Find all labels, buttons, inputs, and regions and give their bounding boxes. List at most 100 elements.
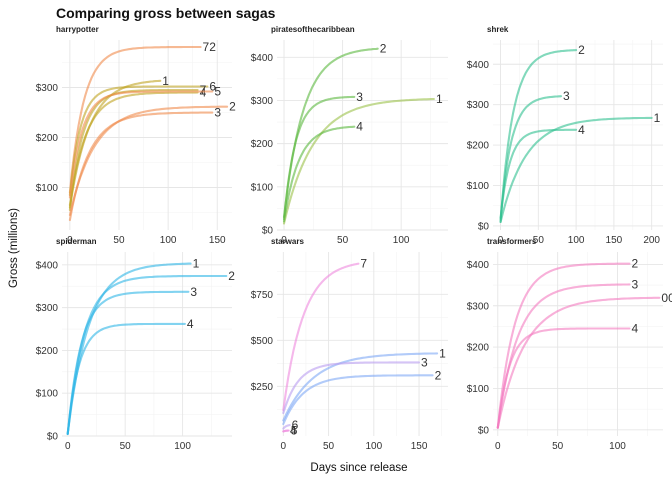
x-tick-label: 200 (643, 235, 660, 246)
x-tick-label: 0 (498, 235, 504, 246)
y-tick-label: $300 (467, 100, 490, 111)
x-tick-label: 100 (609, 441, 626, 452)
panel-title-transformers: transformers (487, 237, 537, 246)
series-line-starwars-7 (282, 262, 360, 412)
x-tick-label: 100 (160, 235, 177, 246)
series-end-label: 2 (380, 42, 387, 56)
series-line-piratesofthecaribbean-3 (282, 95, 356, 221)
series-end-label: 3 (190, 285, 197, 299)
series-end-label: 3 (214, 106, 221, 120)
series-end-label: 4 (187, 317, 194, 331)
series-line-transformers-3 (496, 283, 631, 429)
series-line-transformers-4 (496, 327, 631, 429)
series-line-starwars-2 (282, 374, 434, 426)
series-line-spiderman-3 (66, 290, 190, 435)
y-tick-label: $100 (36, 183, 59, 194)
series-line-piratesofthecaribbean-4 (282, 125, 356, 223)
y-tick-label: $100 (467, 181, 490, 192)
series-end-label: 1 (193, 257, 200, 271)
series-line-harrypotter-6 (68, 85, 209, 197)
series-line-spiderman-1 (66, 262, 192, 435)
series-line-harrypotter-3 (68, 111, 214, 222)
series-end-label: 7 (360, 257, 367, 271)
series-end-label: 2 (228, 269, 235, 283)
x-tick-label: 0 (495, 441, 501, 452)
series-line-harrypotter-2 (68, 105, 229, 217)
series-line-harrypotter-72 (68, 45, 202, 194)
y-tick-label: $100 (36, 389, 59, 400)
series-end-label: 2 (229, 100, 236, 114)
series-line-harrypotter-7 (68, 88, 199, 212)
series-end-label: 1 (436, 92, 443, 106)
series-line-piratesofthecaribbean-1 (282, 97, 435, 225)
y-tick-label: $500 (251, 336, 274, 347)
series-line-starwars-6 (282, 424, 291, 430)
panel-title-starwars: starwars (271, 237, 304, 246)
panel-title-piratesofthecaribbean: piratesofthecaribbean (271, 25, 355, 34)
series-end-label: 3 (356, 90, 363, 104)
series-end-label: 4 (578, 123, 585, 137)
series-end-label: 2 (578, 43, 585, 57)
x-tick-label: 100 (365, 441, 382, 452)
panel-shrek: shrek 0 50 100 150 200 $0 $100 $200 $300 $400 2 3 1 4 (467, 25, 663, 246)
series-line-shrek-1 (499, 116, 653, 223)
series-end-label: 6 (292, 418, 299, 432)
y-tick-label: $0 (478, 221, 490, 232)
x-tick-label: 0 (65, 441, 71, 452)
x-tick-label: 50 (337, 235, 349, 246)
series-end-label: 2 (435, 368, 442, 382)
series-line-shrek-2 (499, 49, 578, 223)
series-end-label: 1 (162, 74, 169, 88)
series-line-starwars-5 (282, 429, 290, 433)
x-tick-label: 150 (411, 441, 428, 452)
x-tick-label: 50 (113, 235, 125, 246)
series-line-spiderman-2 (66, 274, 228, 435)
x-tick-label: 50 (533, 235, 545, 246)
y-tick-label: $200 (467, 141, 490, 152)
series-line-starwars-3 (282, 361, 421, 415)
y-tick-label: $300 (467, 301, 490, 312)
series-end-label: 4 (290, 424, 297, 438)
y-tick-label: $400 (36, 260, 59, 271)
y-tick-label: $200 (251, 139, 274, 150)
series-end-label: 3 (421, 355, 428, 369)
y-tick-label: $0 (47, 432, 59, 443)
chart-title: Comparing gross between sagas (56, 5, 276, 21)
panel-title-spiderman: spiderman (56, 237, 97, 246)
series-line-transformers-2 (496, 262, 631, 429)
series-line-spiderman-4 (66, 322, 186, 435)
x-tick-label: 100 (568, 235, 585, 246)
x-tick-label: 150 (209, 235, 226, 246)
series-end-label: 4 (356, 120, 363, 134)
series-line-transformers-00 (496, 296, 661, 429)
y-tick-label: $300 (36, 303, 59, 314)
y-tick-label: $300 (251, 96, 274, 107)
panel-piratesofthecaribbean: piratesofthecaribbean 0 50 100 $0 $100 $200 $30… (251, 25, 448, 246)
series-end-label: 4 (631, 321, 638, 335)
series-line-piratesofthecaribbean-2 (282, 47, 379, 219)
y-tick-label: $250 (251, 382, 274, 393)
series-end-label: 7 (200, 83, 207, 97)
y-tick-label: $200 (36, 346, 59, 357)
x-tick-label: 100 (174, 441, 191, 452)
x-tick-label: 0 (67, 235, 73, 246)
series-end-label: 2 (631, 257, 638, 271)
y-tick-label: $750 (251, 290, 274, 301)
x-tick-label: 150 (606, 235, 623, 246)
y-axis-title: Gross (millions) (8, 208, 20, 288)
series-end-label: 5 (214, 85, 221, 99)
series-line-shrek-4 (499, 128, 578, 219)
x-tick-label: 0 (281, 235, 287, 246)
y-tick-label: $0 (262, 226, 274, 237)
y-tick-label: $200 (467, 343, 490, 354)
series-end-label: 00 (661, 291, 672, 305)
series-end-label: 3 (563, 89, 570, 103)
series-line-starwars-1 (282, 352, 439, 422)
series-line-harrypotter-4 (68, 91, 199, 207)
